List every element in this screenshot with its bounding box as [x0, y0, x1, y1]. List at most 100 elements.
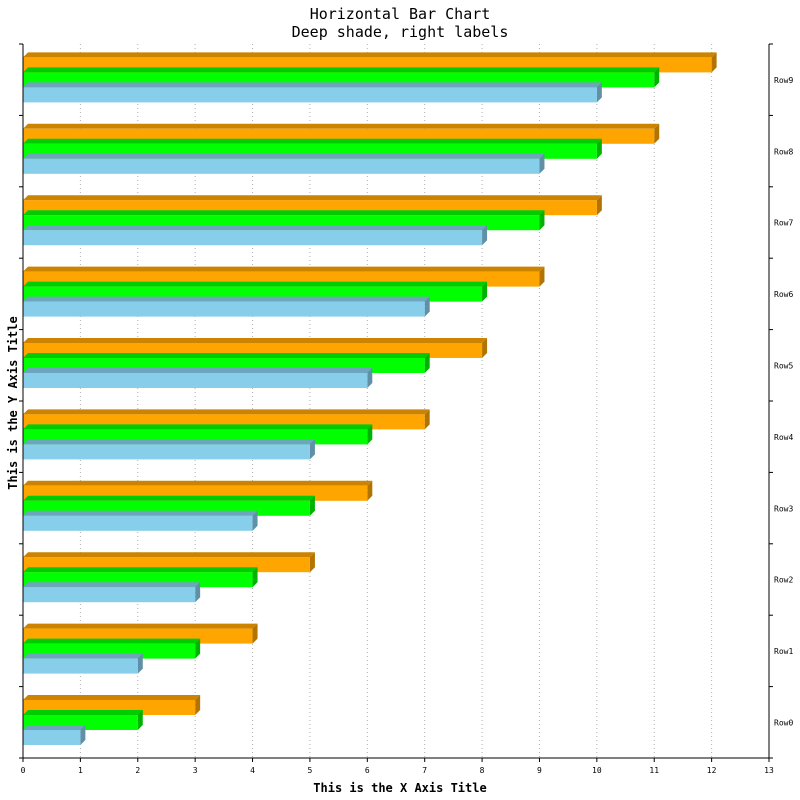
bar-top-face	[23, 138, 602, 144]
bar-side-face	[367, 480, 373, 501]
bar-side-face	[596, 82, 602, 103]
bar-side-face	[482, 225, 488, 246]
x-tick-label: 13	[764, 766, 774, 775]
bar-top-face	[23, 368, 373, 373]
bar	[23, 515, 253, 531]
bar	[23, 301, 425, 317]
bar-side-face	[309, 439, 315, 460]
x-tick-label: 8	[480, 766, 485, 775]
bar-top-face	[23, 195, 602, 201]
chart-subtitle: Deep shade, right labels	[291, 23, 509, 41]
bar-side-face	[137, 710, 143, 730]
y-axis-title: This is the Y Axis Title	[6, 316, 20, 490]
x-tick-label: 9	[537, 766, 542, 775]
x-tick-label: 4	[250, 766, 255, 775]
bar-side-face	[539, 266, 545, 287]
bar-top-face	[23, 409, 430, 415]
bar-top-face	[23, 123, 660, 129]
bar-top-face	[23, 653, 143, 659]
bar-top-face	[23, 480, 373, 486]
bar-top-face	[23, 281, 488, 287]
bar-top-face	[23, 638, 201, 644]
bar	[23, 158, 540, 174]
bar-top-face	[23, 567, 258, 573]
bar-top-face	[23, 296, 430, 302]
bar-top-face	[23, 623, 258, 629]
category-label: Row0	[774, 719, 793, 728]
bar-top-face	[23, 153, 545, 159]
bar-top-face	[23, 82, 602, 88]
x-tick-label: 10	[592, 766, 602, 775]
category-label: Row8	[774, 147, 793, 156]
bar-side-face	[137, 653, 143, 674]
x-tick-label: 5	[308, 766, 313, 775]
bar-side-face	[539, 210, 545, 231]
bar-side-face	[252, 623, 258, 644]
bar-side-face	[252, 510, 258, 531]
category-label: Row6	[774, 290, 793, 299]
bar-side-face	[482, 281, 488, 302]
bar-side-face	[596, 138, 602, 159]
bar-side-face	[424, 409, 430, 430]
bar-side-face	[424, 296, 430, 317]
bar-side-face	[654, 123, 660, 144]
bar-side-face	[309, 552, 315, 573]
bar-top-face	[23, 495, 315, 501]
bar-top-face	[23, 439, 315, 445]
bar	[23, 658, 138, 674]
x-tick-label: 7	[422, 766, 427, 775]
bar-side-face	[367, 424, 373, 445]
bar	[23, 230, 483, 246]
bar-side-face	[482, 338, 488, 358]
bar-side-face	[252, 567, 258, 588]
bar-top-face	[23, 210, 545, 216]
category-label: Row1	[774, 647, 793, 656]
bar-top-face	[23, 353, 430, 358]
bar-side-face	[195, 638, 201, 659]
bar-top-face	[23, 67, 660, 73]
bar-top-face	[23, 725, 86, 730]
category-label: Row5	[774, 362, 793, 371]
bar-top-face	[23, 695, 201, 700]
bar	[23, 444, 310, 460]
bar	[23, 373, 368, 388]
bar-side-face	[309, 495, 315, 516]
x-axis-title: This is the X Axis Title	[313, 781, 487, 795]
bar-top-face	[23, 266, 545, 272]
bar-side-face	[711, 52, 717, 73]
bar-top-face	[23, 510, 258, 516]
bar-side-face	[654, 67, 660, 88]
bar-side-face	[539, 153, 545, 174]
bar-top-face	[23, 225, 488, 231]
bar	[23, 87, 597, 103]
chart-title: Horizontal Bar Chart	[309, 5, 491, 23]
category-label: Row7	[774, 219, 793, 228]
category-label: Row2	[774, 576, 793, 585]
bar-side-face	[80, 725, 86, 745]
category-label: Row4	[774, 433, 793, 442]
bar-top-face	[23, 338, 488, 343]
category-label: Row9	[774, 76, 793, 85]
bar	[23, 587, 196, 603]
x-tick-label: 12	[707, 766, 717, 775]
x-tick-label: 2	[135, 766, 140, 775]
bar-side-face	[596, 195, 602, 216]
bar-top-face	[23, 424, 373, 430]
bar-top-face	[23, 710, 143, 715]
bar	[23, 730, 81, 745]
bar-side-face	[195, 582, 201, 603]
x-tick-label: 1	[78, 766, 83, 775]
x-tick-label: 6	[365, 766, 370, 775]
category-label: Row3	[774, 504, 793, 513]
bar-top-face	[23, 582, 201, 588]
x-tick-label: 11	[649, 766, 659, 775]
bar-side-face	[195, 695, 201, 715]
bar-side-face	[424, 353, 430, 373]
bar-top-face	[23, 552, 315, 558]
x-tick-label: 3	[193, 766, 198, 775]
bar-top-face	[23, 52, 717, 58]
x-tick-label: 0	[21, 766, 26, 775]
bar-side-face	[367, 368, 373, 388]
